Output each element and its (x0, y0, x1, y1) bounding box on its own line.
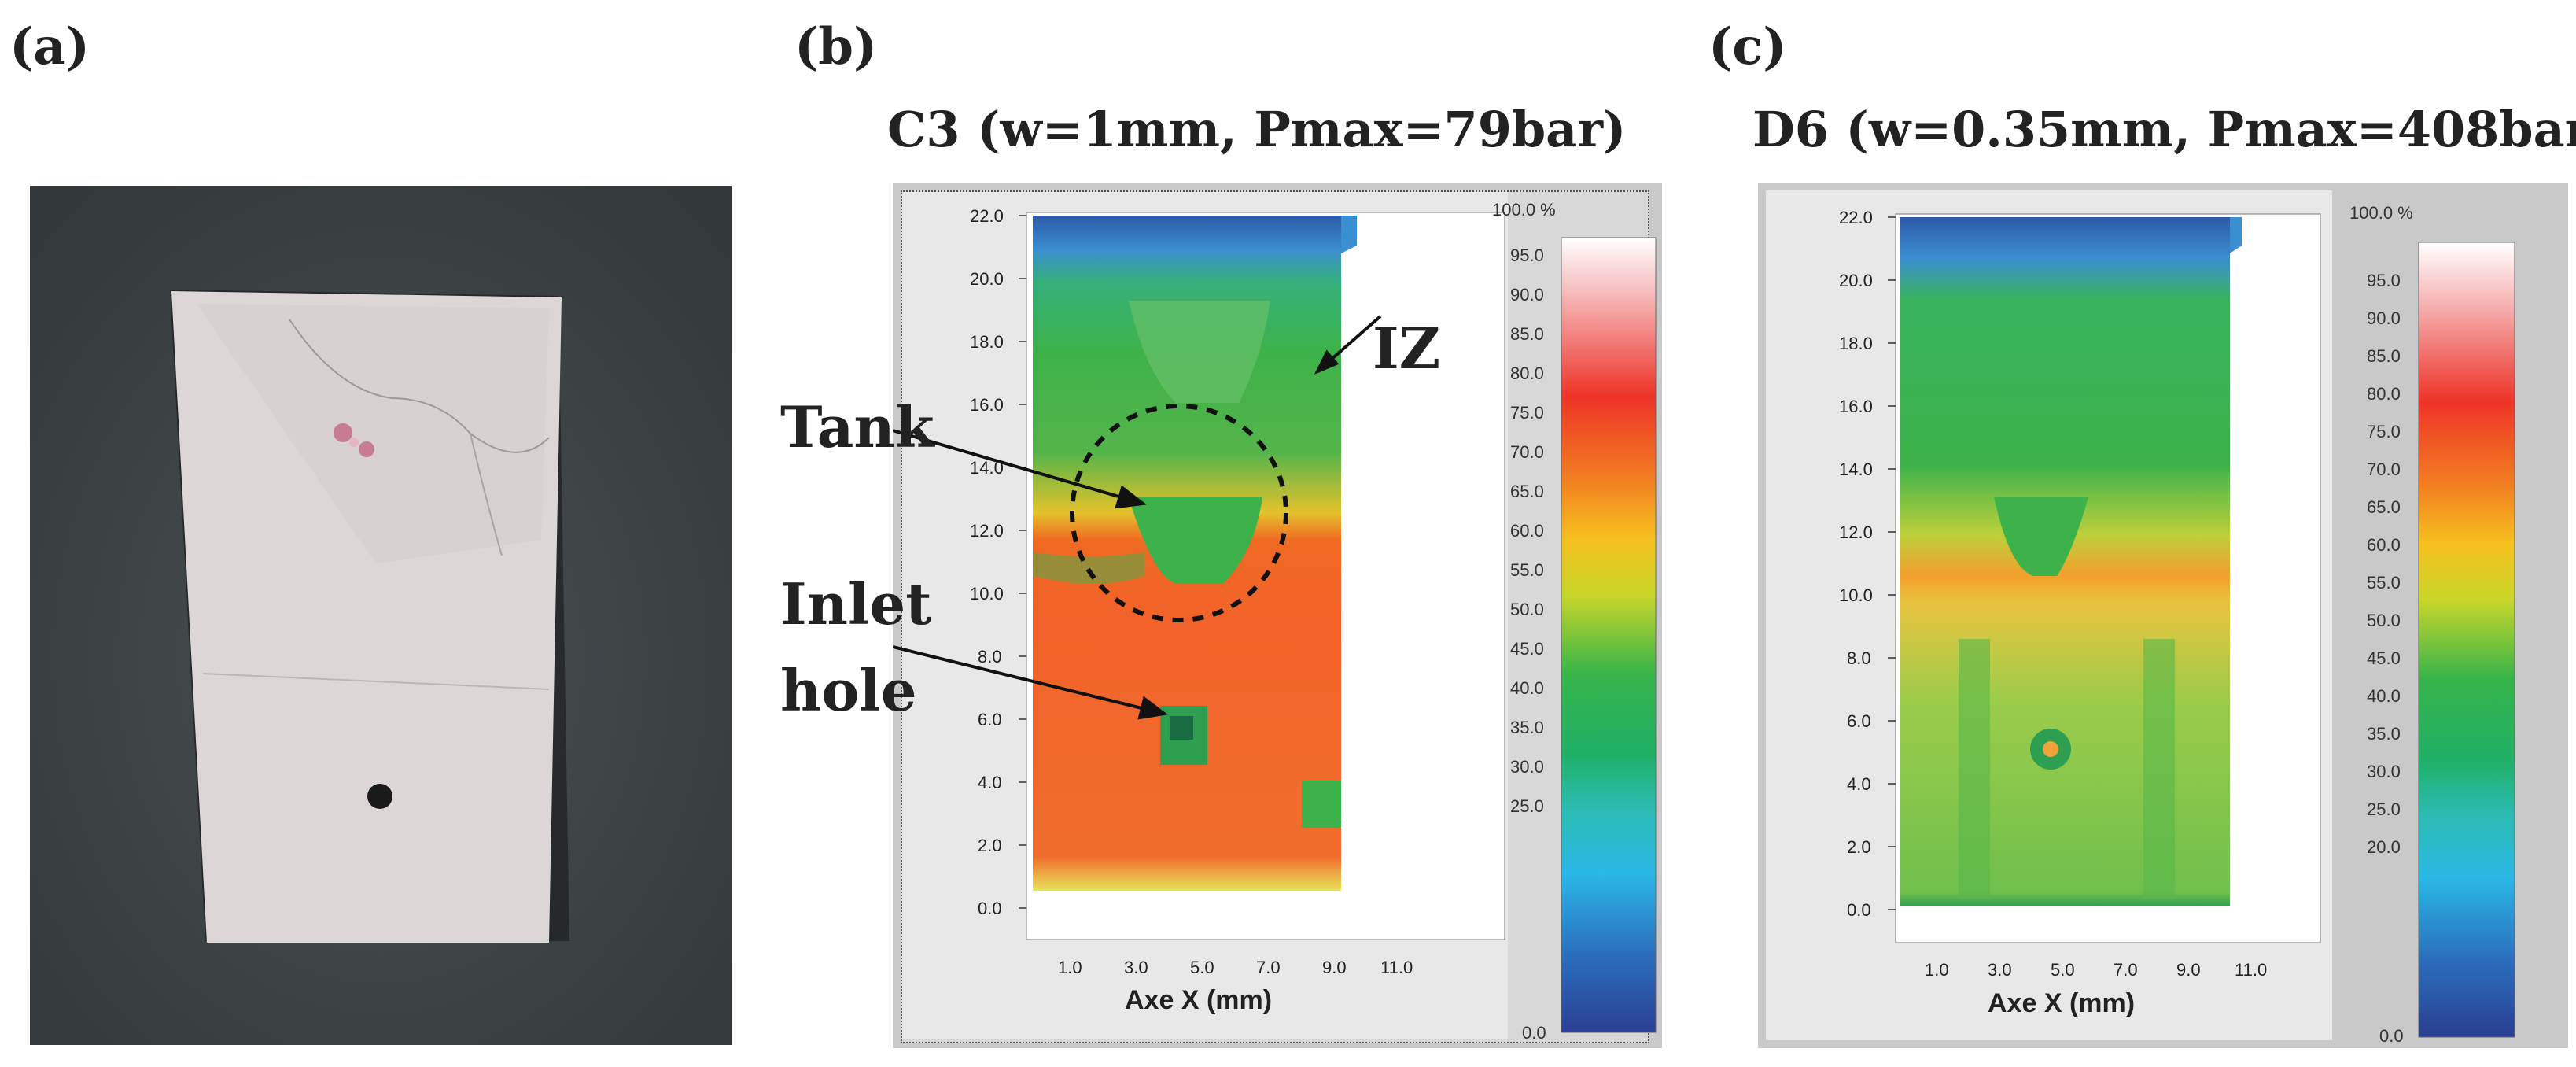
annotation-inlet-line2: hole (780, 657, 917, 724)
tank-region-c (1994, 497, 2088, 576)
c-scale-5: 70.0 (2367, 460, 2401, 479)
c-scale-4: 75.0 (2367, 422, 2401, 441)
c-scale-8: 55.0 (2367, 573, 2401, 593)
inlet-hole (367, 784, 392, 809)
b-ytick-4: 14.0 (970, 458, 1004, 478)
b-xtick-4: 9.0 (1322, 958, 1347, 977)
annotation-tank: Tank (780, 393, 934, 460)
c-scale-13: 30.0 (2367, 762, 2401, 781)
b-scale-1: 90.0 (1510, 285, 1544, 305)
b-xtick-3: 7.0 (1256, 958, 1281, 977)
panel-b-title: C3 (w=1mm, Pmax=79bar) (887, 101, 1627, 158)
b-scale-13: 30.0 (1510, 757, 1544, 777)
photo-panel-a (30, 186, 732, 1045)
c-x-axis-label: Axe X (mm) (1988, 988, 2136, 1018)
c-scale-7: 60.0 (2367, 535, 2401, 555)
panel-b-frame: 22.0 20.0 18.0 16.0 14.0 12.0 10.0 8.0 6… (893, 183, 1662, 1048)
c-ytick-4: 14.0 (1839, 460, 1873, 479)
b-scale-4: 75.0 (1510, 403, 1544, 423)
b-scale-5: 70.0 (1510, 442, 1544, 462)
b-xtick-2: 5.0 (1190, 958, 1214, 977)
annotation-iz: IZ (1373, 315, 1441, 382)
b-xtick-5: 11.0 (1380, 958, 1413, 977)
c-ytick-5: 12.0 (1839, 522, 1873, 542)
panel-b-label: (b) (794, 17, 878, 76)
b-scale-8: 55.0 (1510, 560, 1544, 580)
c-ytick-3: 16.0 (1839, 397, 1873, 416)
c-scale-9: 50.0 (2367, 611, 2401, 630)
y-axis-ticks-c (1888, 216, 1896, 910)
b-ytick-3: 16.0 (970, 395, 1004, 415)
b-scale-top: 100.0 % (1492, 200, 1556, 220)
c-scale-14: 25.0 (2367, 799, 2401, 819)
b-ytick-6: 10.0 (970, 584, 1004, 604)
c-xtick-3: 7.0 (2113, 960, 2138, 980)
panel-c-label: (c) (1708, 17, 1787, 76)
b-ytick-7: 8.0 (978, 647, 1002, 666)
b-ytick-8: 6.0 (978, 710, 1002, 729)
c-scale-3: 80.0 (2367, 384, 2401, 404)
b-ytick-2: 18.0 (970, 332, 1004, 352)
c-scale-15: 20.0 (2367, 837, 2401, 857)
tank-region (1129, 497, 1262, 584)
c-scale-11: 40.0 (2367, 686, 2401, 706)
c-scale-1: 90.0 (2367, 308, 2401, 328)
c-scale-0: 95.0 (2367, 271, 2401, 290)
b-scale-bottom: 0.0 (1522, 1023, 1546, 1043)
c-xtick-2: 5.0 (2051, 960, 2075, 980)
c-ytick-8: 6.0 (1847, 711, 1871, 731)
c-ytick-1: 20.0 (1839, 271, 1873, 290)
c-scale-12: 35.0 (2367, 724, 2401, 744)
c-scale-6: 65.0 (2367, 497, 2401, 517)
b-scale-11: 40.0 (1510, 678, 1544, 698)
b-scale-6: 65.0 (1510, 482, 1544, 501)
b-scale-12: 35.0 (1510, 718, 1544, 737)
c-scale-2: 85.0 (2367, 346, 2401, 366)
c-xtick-0: 1.0 (1925, 960, 1949, 980)
panel-a-label: (a) (9, 17, 90, 76)
color-scale-bar-b (1561, 237, 1657, 1033)
b-ytick-0: 22.0 (970, 206, 1004, 226)
y-axis-ticks-b (1019, 215, 1026, 909)
annotation-inlet-line1: Inlet (780, 570, 932, 637)
b-x-axis-label: Axe X (mm) (1125, 985, 1273, 1015)
b-ytick-10: 2.0 (978, 836, 1002, 855)
b-ytick-1: 20.0 (970, 269, 1004, 289)
c-xtick-4: 9.0 (2176, 960, 2201, 980)
heatmap-plot-c (1888, 213, 2515, 1038)
c-ytick-2: 18.0 (1839, 334, 1873, 353)
photo-image (30, 186, 732, 1045)
c-scale-10: 45.0 (2367, 648, 2401, 668)
iz-circle (1070, 404, 1288, 622)
b-xtick-1: 3.0 (1124, 958, 1148, 977)
c-ytick-6: 10.0 (1839, 585, 1873, 605)
c-scale-top: 100.0 % (2349, 203, 2413, 223)
b-ytick-5: 12.0 (970, 521, 1004, 541)
b-scale-3: 80.0 (1510, 364, 1544, 383)
b-scale-2: 85.0 (1510, 324, 1544, 344)
b-ytick-9: 4.0 (978, 773, 1002, 792)
b-scale-0: 95.0 (1510, 246, 1544, 265)
c-ytick-11: 0.0 (1847, 900, 1871, 920)
c-xtick-1: 3.0 (1988, 960, 2012, 980)
c-scale-bottom: 0.0 (2379, 1026, 2404, 1046)
panel-c-title: D6 (w=0.35mm, Pmax=408bar) (1752, 101, 2576, 158)
b-scale-14: 25.0 (1510, 796, 1544, 816)
color-scale-bar-c (2418, 242, 2515, 1038)
heatmap-plot-b (893, 212, 1657, 1033)
panel-c-frame: 22.0 20.0 18.0 16.0 14.0 12.0 10.0 8.0 6… (1758, 183, 2568, 1048)
c-ytick-7: 8.0 (1847, 648, 1871, 668)
b-xtick-0: 1.0 (1058, 958, 1082, 977)
c-ytick-10: 2.0 (1847, 837, 1871, 857)
c-ytick-0: 22.0 (1839, 208, 1873, 227)
b-ytick-11: 0.0 (978, 899, 1002, 918)
c-ytick-9: 4.0 (1847, 774, 1871, 794)
c-xtick-5: 11.0 (2235, 960, 2268, 980)
b-scale-9: 50.0 (1510, 600, 1544, 619)
b-scale-7: 60.0 (1510, 521, 1544, 541)
b-scale-10: 45.0 (1510, 639, 1544, 659)
